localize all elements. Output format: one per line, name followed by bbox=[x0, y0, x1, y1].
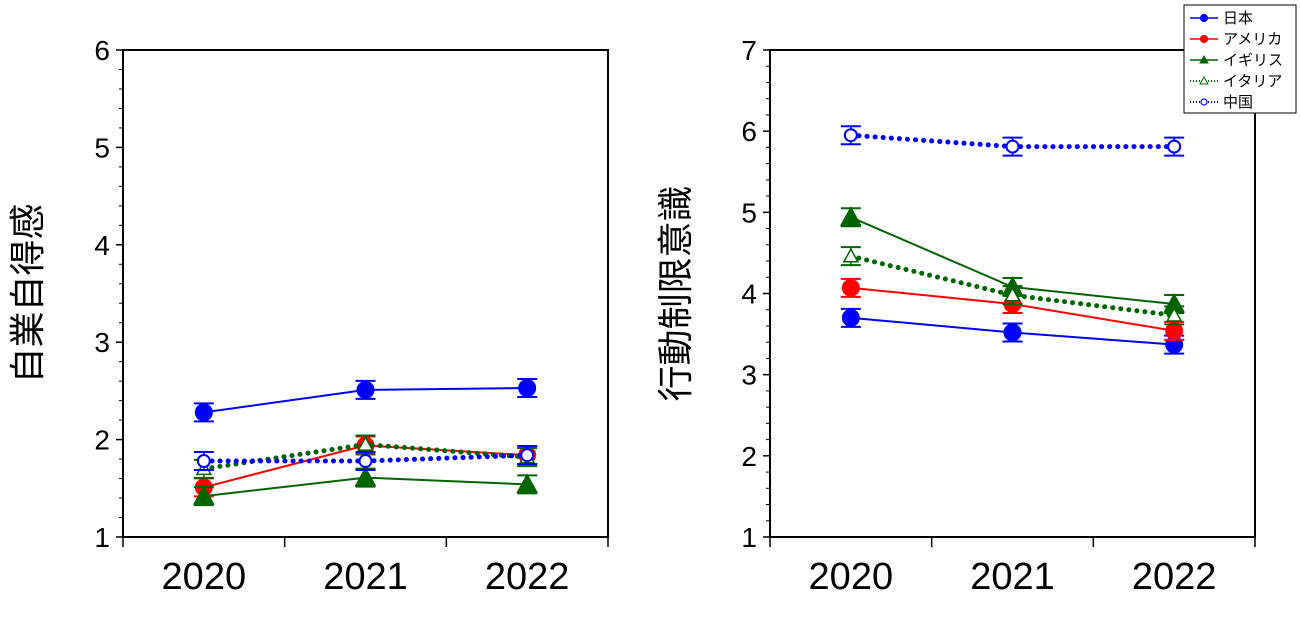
data-point bbox=[518, 378, 537, 397]
x-tick-label: 2021 bbox=[323, 556, 408, 598]
legend-marker bbox=[1199, 54, 1209, 64]
x-tick-label: 2022 bbox=[485, 556, 570, 598]
x-tick-label: 2021 bbox=[970, 556, 1055, 598]
y-tick-label: 1 bbox=[94, 522, 110, 553]
y-tick-label: 2 bbox=[94, 425, 110, 456]
data-point bbox=[356, 380, 375, 399]
data-point bbox=[1005, 139, 1020, 154]
y-tick-label: 1 bbox=[741, 522, 757, 553]
data-point bbox=[196, 454, 211, 469]
y-tick-label: 3 bbox=[741, 360, 757, 391]
data-point bbox=[192, 485, 215, 505]
legend-marker bbox=[1200, 98, 1208, 106]
legend-marker bbox=[1199, 34, 1209, 44]
legend-label: 中国 bbox=[1223, 93, 1253, 111]
data-point bbox=[357, 435, 374, 451]
series-4 bbox=[840, 246, 1185, 326]
data-point bbox=[358, 454, 373, 469]
series-line bbox=[848, 253, 1177, 318]
y-axis-label: 行動制限意識 bbox=[656, 185, 697, 401]
data-point bbox=[843, 128, 858, 143]
legend-label: 日本 bbox=[1223, 9, 1253, 27]
y-tick-label: 7 bbox=[741, 35, 757, 66]
y-tick-label: 5 bbox=[741, 197, 757, 228]
data-point bbox=[520, 448, 535, 463]
data-point bbox=[842, 247, 860, 263]
y-tick-label: 6 bbox=[94, 35, 110, 66]
data-point bbox=[1165, 306, 1183, 322]
y-tick-label: 2 bbox=[741, 441, 757, 472]
legend-marker bbox=[1199, 75, 1209, 85]
legend-label: イギリス bbox=[1223, 51, 1283, 69]
plot-frame bbox=[122, 49, 609, 538]
series-1 bbox=[193, 377, 538, 423]
x-tick-label: 2020 bbox=[162, 556, 247, 598]
data-point bbox=[1167, 139, 1182, 154]
series-5 bbox=[193, 445, 538, 472]
plot-panel-1: 1 2 3 4 5 6 2020 2021 2022 自業自得感 bbox=[8, 35, 609, 598]
data-point bbox=[1003, 323, 1022, 342]
legend-label: アメリカ bbox=[1223, 30, 1282, 48]
data-point bbox=[841, 308, 860, 327]
legend-marker bbox=[1199, 13, 1209, 23]
series-5 bbox=[840, 125, 1185, 157]
y-tick-label: 6 bbox=[741, 116, 757, 147]
data-point bbox=[1004, 286, 1021, 302]
x-tick-label: 2020 bbox=[809, 556, 894, 598]
data-point bbox=[839, 206, 862, 226]
y-tick-label: 5 bbox=[94, 132, 110, 163]
plot-panel-2: 1 2 3 4 5 6 7 2020 2021 2022 行動制限意識 bbox=[656, 35, 1256, 598]
data-point bbox=[354, 466, 377, 487]
x-tick-label: 2022 bbox=[1132, 556, 1217, 598]
series-1 bbox=[840, 307, 1185, 355]
legend-label: イタリア bbox=[1223, 72, 1282, 90]
y-tick-label: 3 bbox=[94, 327, 110, 358]
data-point bbox=[841, 278, 860, 297]
y-tick-label: 4 bbox=[94, 230, 110, 261]
y-tick-label: 4 bbox=[741, 279, 757, 310]
data-point bbox=[194, 403, 213, 422]
y-axis-label: 自業自得感 bbox=[8, 203, 49, 383]
data-point bbox=[516, 473, 539, 493]
series-3 bbox=[192, 466, 539, 507]
